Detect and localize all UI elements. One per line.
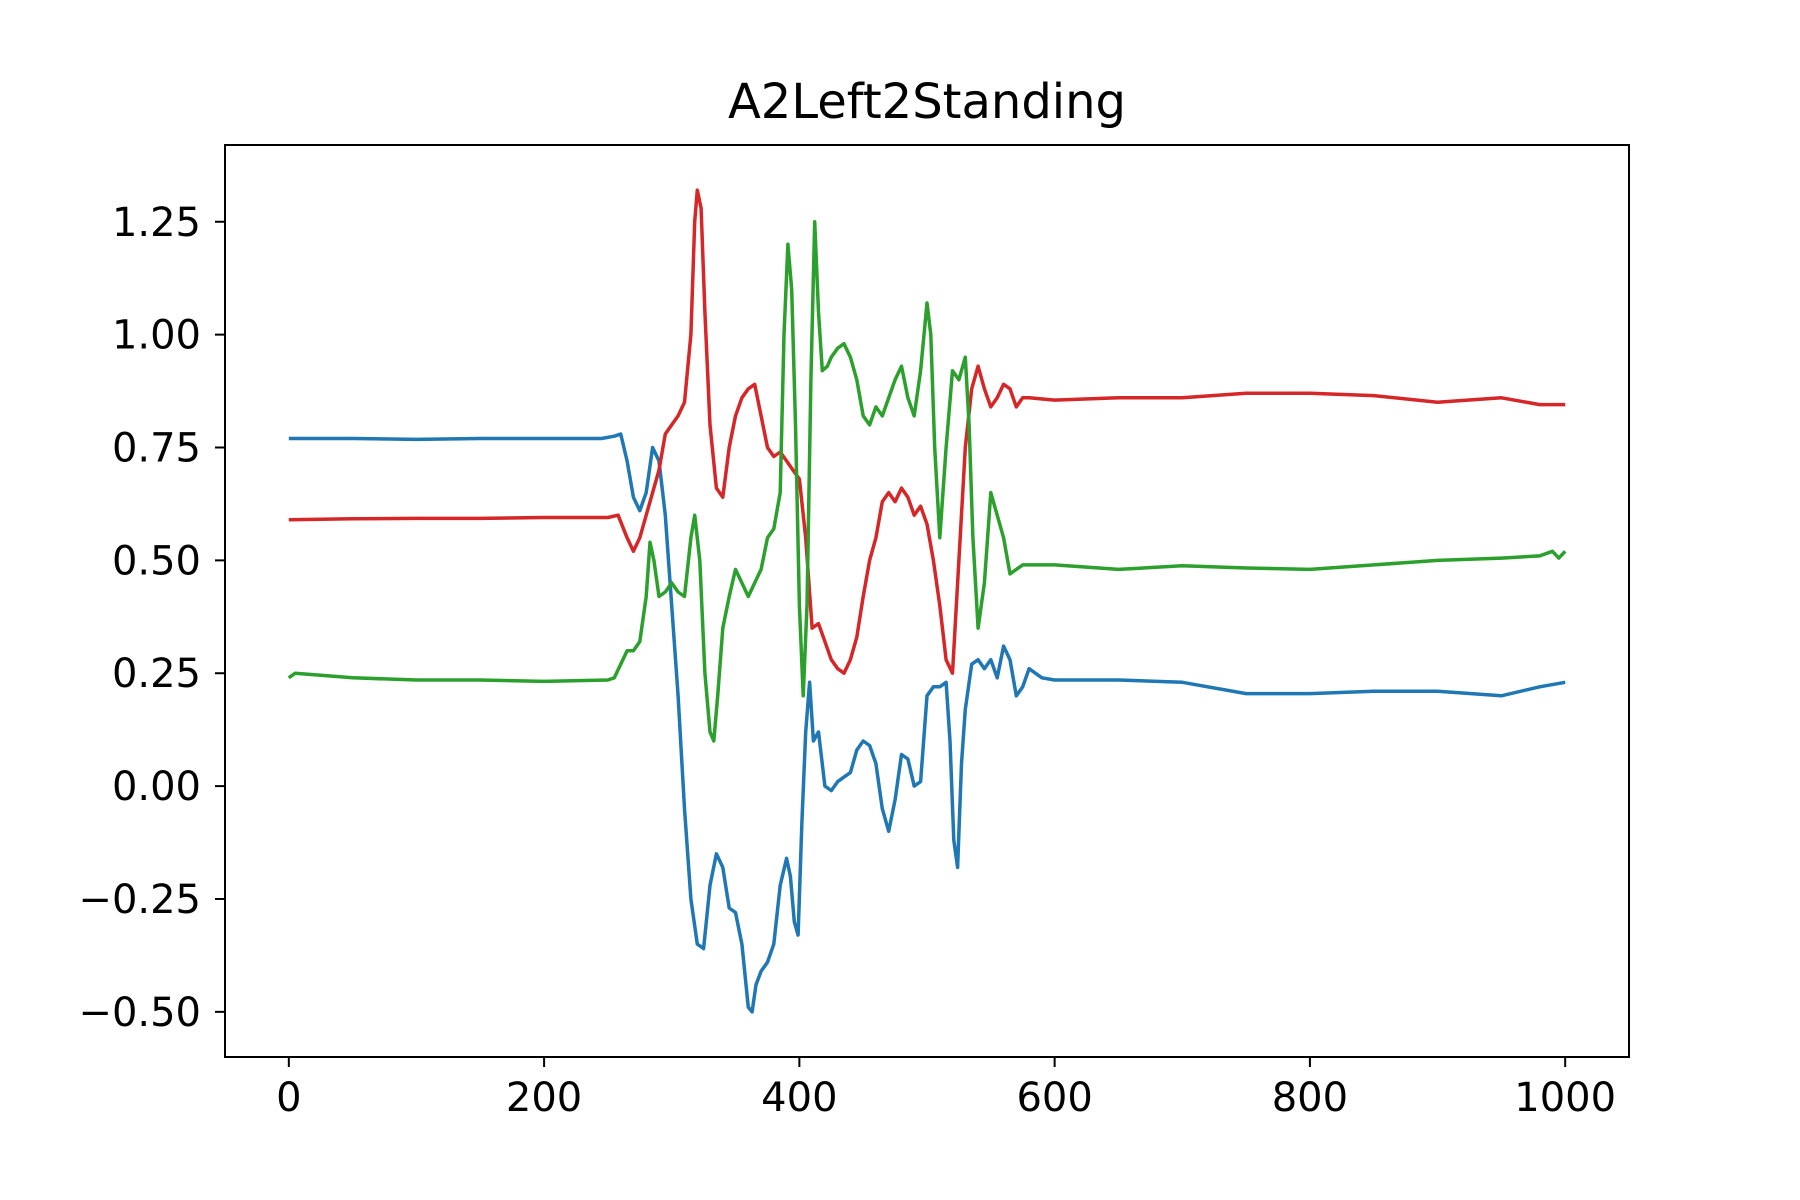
y-tick-label: 0.50 xyxy=(112,538,201,584)
y-tick-label: 0.75 xyxy=(112,425,201,471)
x-tick-label: 400 xyxy=(761,1075,837,1121)
series-line-2 xyxy=(288,188,1566,675)
x-axis-ticks: 0 200 400 600 800 1000 xyxy=(276,1057,1616,1121)
y-tick-label: −0.50 xyxy=(78,990,201,1036)
y-tick-label: −0.25 xyxy=(78,877,201,923)
series-line-3 xyxy=(287,220,1567,743)
series-line-1 xyxy=(288,432,1566,1014)
x-tick-label: 0 xyxy=(276,1075,301,1121)
x-tick-label: 200 xyxy=(506,1075,582,1121)
chart-title: A2Left2Standing xyxy=(728,74,1126,130)
series-layer xyxy=(287,188,1567,1014)
y-tick-label: 0.25 xyxy=(112,651,201,697)
y-tick-label: 1.00 xyxy=(112,313,201,359)
y-tick-label: 0.00 xyxy=(112,764,201,810)
y-axis-ticks: −0.50 −0.25 0.00 0.25 0.50 0.75 1.00 1.25 xyxy=(78,200,225,1036)
plot-frame xyxy=(224,144,1630,1058)
x-tick-label: 1000 xyxy=(1514,1075,1616,1121)
x-tick-label: 800 xyxy=(1272,1075,1348,1121)
x-tick-label: 600 xyxy=(1016,1075,1092,1121)
y-tick-label: 1.25 xyxy=(112,200,201,246)
